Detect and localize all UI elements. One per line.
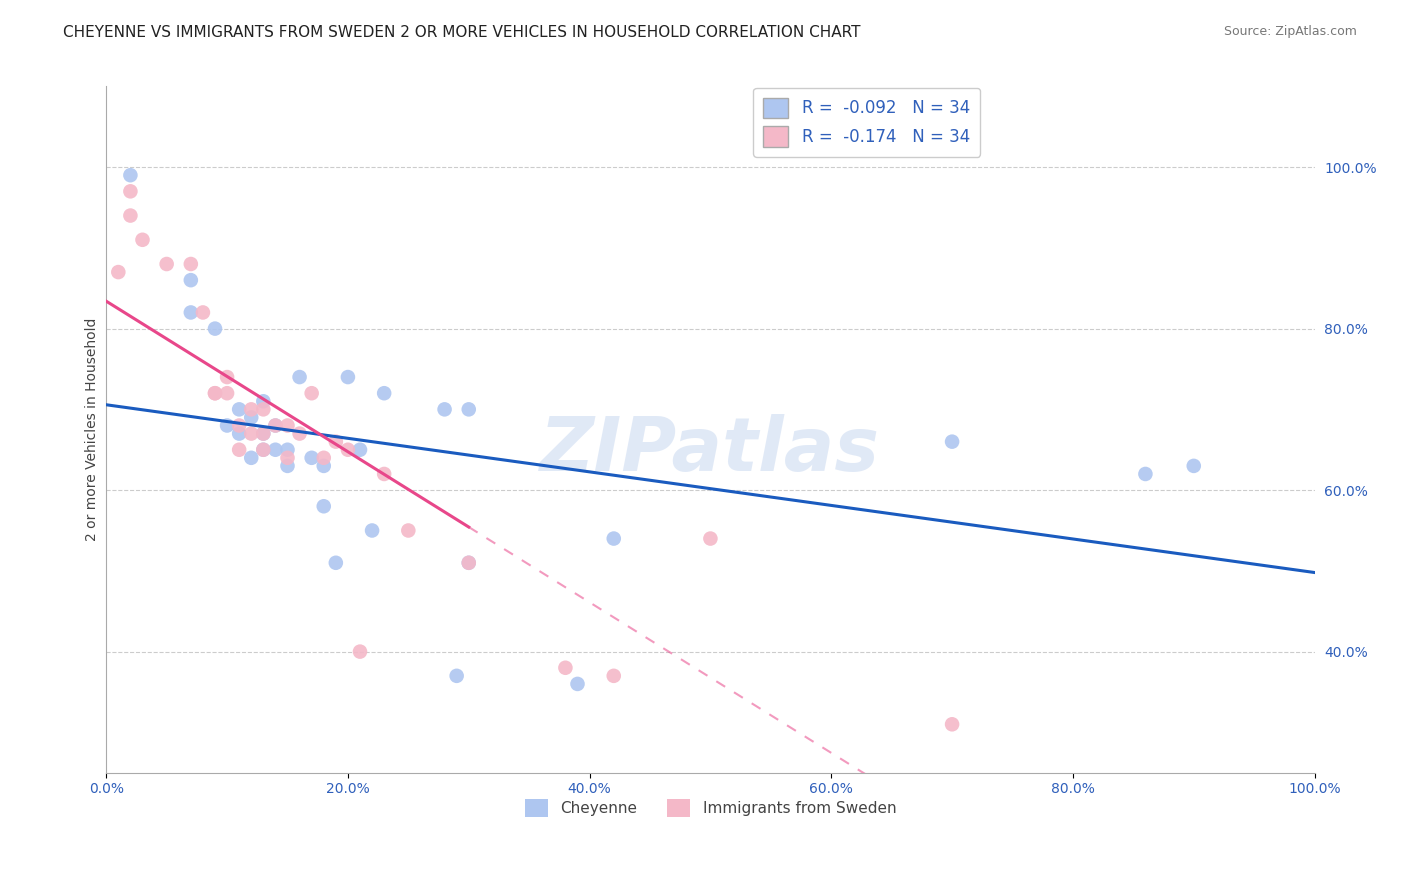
- Point: [228, 442, 250, 457]
- Point: [120, 168, 142, 182]
- Point: [433, 402, 456, 417]
- Point: [349, 645, 371, 659]
- Point: [276, 442, 298, 457]
- Point: [301, 450, 323, 465]
- Point: [156, 257, 179, 271]
- Point: [373, 386, 395, 401]
- Point: [240, 410, 263, 425]
- Point: [349, 442, 371, 457]
- Point: [567, 677, 589, 691]
- Point: [554, 661, 576, 675]
- Point: [204, 321, 226, 335]
- Point: [240, 426, 263, 441]
- Point: [252, 426, 274, 441]
- Point: [457, 556, 479, 570]
- Point: [252, 442, 274, 457]
- Point: [325, 556, 347, 570]
- Point: [131, 233, 153, 247]
- Point: [252, 402, 274, 417]
- Point: [217, 386, 239, 401]
- Point: [288, 370, 311, 384]
- Point: [603, 669, 626, 683]
- Point: [180, 273, 202, 287]
- Point: [312, 458, 335, 473]
- Point: [288, 426, 311, 441]
- Point: [217, 418, 239, 433]
- Point: [457, 556, 479, 570]
- Legend: Cheyenne, Immigrants from Sweden: Cheyenne, Immigrants from Sweden: [519, 793, 903, 823]
- Point: [457, 402, 479, 417]
- Point: [204, 386, 226, 401]
- Point: [191, 305, 214, 319]
- Point: [941, 434, 963, 449]
- Point: [1182, 458, 1205, 473]
- Point: [301, 386, 323, 401]
- Point: [312, 450, 335, 465]
- Point: [228, 402, 250, 417]
- Point: [312, 500, 335, 514]
- Point: [180, 257, 202, 271]
- Point: [240, 402, 263, 417]
- Point: [217, 370, 239, 384]
- Point: [120, 209, 142, 223]
- Point: [373, 467, 395, 481]
- Y-axis label: 2 or more Vehicles in Household: 2 or more Vehicles in Household: [86, 318, 100, 541]
- Point: [107, 265, 129, 279]
- Point: [276, 450, 298, 465]
- Point: [1135, 467, 1157, 481]
- Point: [204, 386, 226, 401]
- Point: [603, 532, 626, 546]
- Point: [264, 418, 287, 433]
- Point: [252, 426, 274, 441]
- Point: [276, 418, 298, 433]
- Text: CHEYENNE VS IMMIGRANTS FROM SWEDEN 2 OR MORE VEHICLES IN HOUSEHOLD CORRELATION C: CHEYENNE VS IMMIGRANTS FROM SWEDEN 2 OR …: [63, 25, 860, 40]
- Point: [446, 669, 468, 683]
- Point: [276, 458, 298, 473]
- Point: [252, 394, 274, 409]
- Text: Source: ZipAtlas.com: Source: ZipAtlas.com: [1223, 25, 1357, 38]
- Point: [228, 418, 250, 433]
- Point: [264, 418, 287, 433]
- Point: [180, 305, 202, 319]
- Point: [325, 434, 347, 449]
- Point: [240, 450, 263, 465]
- Point: [120, 185, 142, 199]
- Text: ZIPatlas: ZIPatlas: [540, 414, 880, 487]
- Point: [252, 442, 274, 457]
- Point: [361, 524, 384, 538]
- Point: [941, 717, 963, 731]
- Point: [264, 442, 287, 457]
- Point: [699, 532, 721, 546]
- Point: [396, 524, 419, 538]
- Point: [228, 426, 250, 441]
- Point: [336, 370, 359, 384]
- Point: [336, 442, 359, 457]
